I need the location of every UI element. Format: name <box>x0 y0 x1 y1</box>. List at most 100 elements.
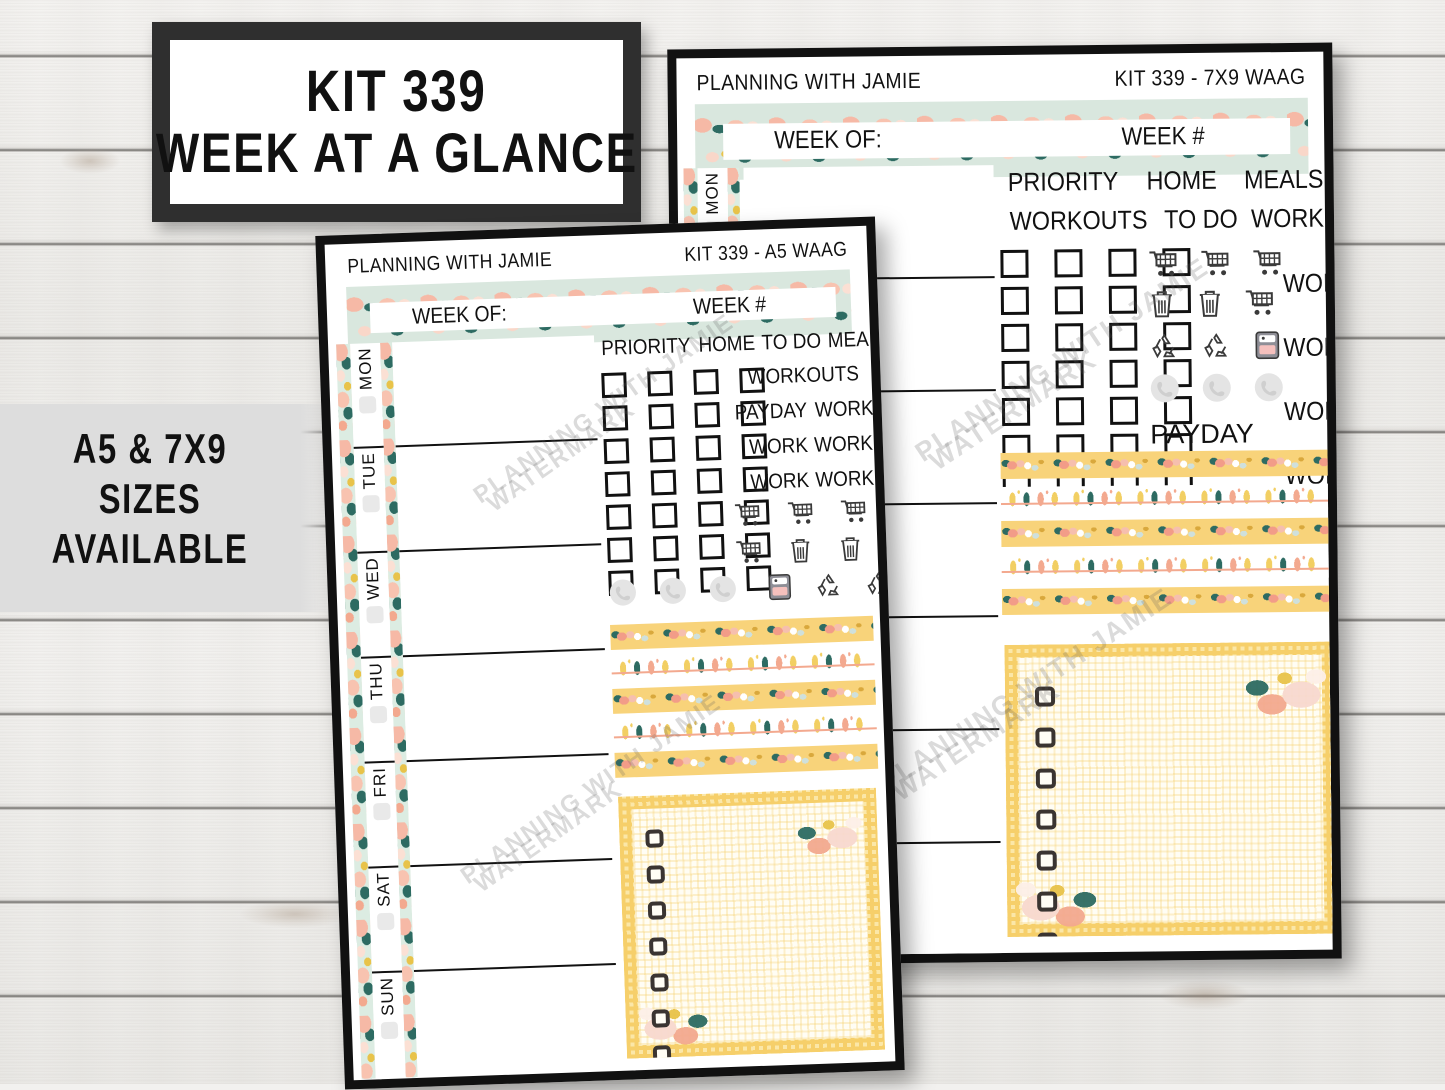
note-checkbox[interactable] <box>648 937 668 956</box>
checkbox[interactable] <box>1055 323 1084 352</box>
checkbox[interactable] <box>650 469 677 496</box>
checkbox[interactable] <box>651 502 678 529</box>
day-row <box>399 545 605 658</box>
brand-label: PLANNING WITH JAMIE <box>346 248 553 278</box>
cart-icon[interactable] <box>840 498 868 524</box>
phone-icon[interactable] <box>1254 372 1284 402</box>
checkbox[interactable] <box>649 436 676 463</box>
washi-strip-floral[interactable] <box>612 679 876 714</box>
washi-strip-floral[interactable] <box>614 743 879 778</box>
phone-icon[interactable] <box>1150 373 1180 403</box>
recycle-icon[interactable] <box>1201 332 1231 360</box>
checkbox[interactable] <box>1055 397 1085 426</box>
checkbox[interactable] <box>1001 397 1031 427</box>
note-checkbox[interactable] <box>651 1009 671 1028</box>
day-name: THU <box>366 661 387 701</box>
phone-icon[interactable] <box>708 575 737 604</box>
work-label: WORK <box>1283 331 1342 363</box>
checkbox[interactable] <box>602 405 629 432</box>
washer-icon[interactable] <box>1253 330 1281 360</box>
washi-strip-bows[interactable] <box>613 711 878 746</box>
note-checkbox[interactable] <box>646 865 666 884</box>
kit-label: KIT 339 - 7X9 WAAG <box>1114 63 1306 91</box>
checkbox[interactable] <box>697 500 724 527</box>
checkbox[interactable] <box>1000 249 1029 279</box>
checkbox[interactable] <box>606 537 633 564</box>
side-labels-a5: WORKOUTS PAYDAY WORK WORK WORK WORK WORK <box>729 362 875 496</box>
phone-icon[interactable] <box>658 576 687 605</box>
checkbox[interactable] <box>603 438 630 465</box>
date-box <box>365 605 384 624</box>
checkbox[interactable] <box>1000 286 1030 316</box>
checkbox[interactable] <box>648 403 675 430</box>
labels-panel-7x9: PRIORITY HOME MEALS WORKOUTS TO DO WORK <box>995 164 1334 238</box>
cart-icon[interactable] <box>735 539 763 565</box>
trash-icon[interactable] <box>1197 289 1223 319</box>
header-work: WORK <box>1251 202 1325 234</box>
checklist-note-box-7x9[interactable] <box>1004 641 1338 937</box>
cart-icon[interactable] <box>787 500 815 526</box>
checkbox[interactable] <box>1108 285 1138 314</box>
checkbox[interactable] <box>604 471 631 498</box>
checkbox[interactable] <box>696 467 723 494</box>
checkbox[interactable] <box>1001 360 1030 390</box>
sheet-7x9: PLANNING WITH JAMIE KIT 339 - 7X9 WAAG W… <box>667 42 1342 966</box>
checkbox[interactable] <box>647 370 674 397</box>
washi-strip-floral[interactable] <box>1001 585 1335 616</box>
washi-strip-floral[interactable] <box>1000 449 1333 480</box>
note-checkbox[interactable] <box>1037 932 1058 937</box>
checklist-note-box-a5[interactable] <box>618 787 886 1059</box>
sizes-line-1: A5 & 7X9 <box>72 425 228 472</box>
washer-icon[interactable] <box>766 573 793 602</box>
note-checkbox[interactable] <box>1035 727 1056 748</box>
trash-icon[interactable] <box>838 535 863 563</box>
checkbox[interactable] <box>1109 359 1138 388</box>
note-checkbox[interactable] <box>1035 768 1056 789</box>
week-number-label: WEEK # <box>1121 122 1205 152</box>
checkbox[interactable] <box>1055 360 1084 389</box>
note-checkbox[interactable] <box>1036 850 1057 871</box>
note-checkbox[interactable] <box>645 829 664 848</box>
side-label-payday: PAYDAY <box>734 398 808 425</box>
trash-icon[interactable] <box>1149 289 1175 319</box>
day-row <box>410 860 616 973</box>
washi-strip-bows[interactable] <box>1001 551 1334 582</box>
cart-icon[interactable] <box>1200 249 1230 277</box>
header-priority: PRIORITY <box>1007 165 1119 197</box>
checkbox[interactable] <box>605 504 632 531</box>
cart-icon[interactable] <box>734 502 762 528</box>
washi-strip-floral[interactable] <box>610 615 874 650</box>
trash-icon[interactable] <box>788 537 813 565</box>
day-row <box>392 335 598 448</box>
checkbox[interactable] <box>1109 396 1139 425</box>
checkbox[interactable] <box>1054 249 1083 278</box>
note-checkbox[interactable] <box>1036 809 1057 830</box>
cart-icon[interactable] <box>1245 288 1275 316</box>
checkbox[interactable] <box>693 369 720 395</box>
day-rows-a5 <box>392 335 620 1077</box>
note-checkbox[interactable] <box>1037 891 1058 912</box>
checkbox[interactable] <box>1054 286 1084 315</box>
note-checkbox[interactable] <box>652 1045 672 1059</box>
note-checkbox[interactable] <box>1034 686 1056 707</box>
checkbox[interactable] <box>1108 248 1137 277</box>
phone-icon[interactable] <box>608 578 637 607</box>
washi-strip-floral[interactable] <box>1001 517 1334 548</box>
day-name: SAT <box>373 871 394 908</box>
washi-strip-bows[interactable] <box>611 647 875 682</box>
checkbox[interactable] <box>601 372 628 399</box>
checkbox[interactable] <box>695 435 722 461</box>
note-checkbox[interactable] <box>647 901 667 920</box>
recycle-icon[interactable] <box>814 572 843 599</box>
phone-icon[interactable] <box>1202 373 1232 403</box>
checkbox[interactable] <box>698 533 725 560</box>
recycle-icon[interactable] <box>1149 332 1179 360</box>
cart-icon[interactable] <box>1252 248 1282 276</box>
note-checkbox[interactable] <box>650 973 669 992</box>
checkbox[interactable] <box>1109 322 1138 351</box>
checkbox[interactable] <box>652 535 679 562</box>
checkbox[interactable] <box>1001 323 1030 353</box>
cart-icon[interactable] <box>1148 249 1178 277</box>
washi-strip-bows[interactable] <box>1000 483 1334 514</box>
checkbox[interactable] <box>694 402 721 428</box>
